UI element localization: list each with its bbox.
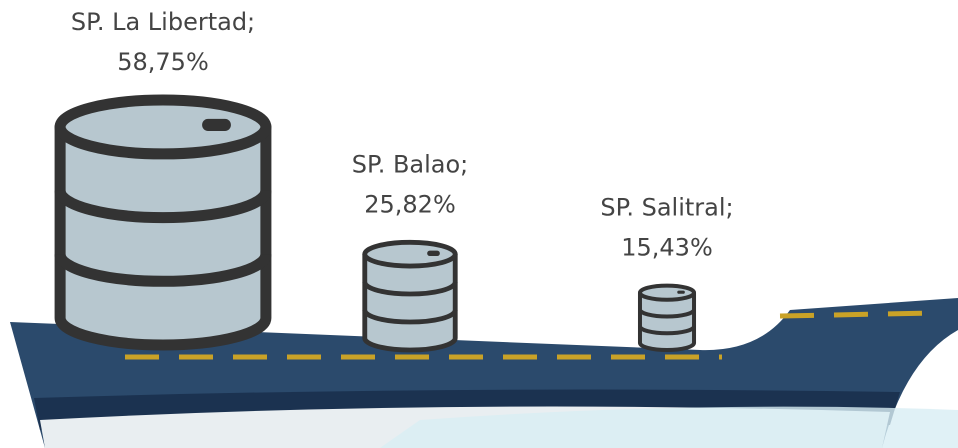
- barrel-hoop: [54, 253, 272, 287]
- value-label: 15,43%: [621, 234, 713, 262]
- barrel-bung: [427, 250, 440, 256]
- water: [380, 406, 958, 448]
- barrel-hoop: [362, 309, 458, 325]
- value-label: 58,75%: [117, 48, 209, 76]
- barrel-body: [362, 251, 458, 353]
- value-label: 25,82%: [364, 190, 456, 218]
- category-label: SP. Balao;: [352, 150, 469, 178]
- barrel: [362, 239, 458, 353]
- barrel-hoop: [637, 308, 697, 319]
- barrel-top: [362, 239, 458, 269]
- barrel: [637, 283, 697, 352]
- barrel-bung: [202, 118, 231, 132]
- barrel-top: [54, 94, 272, 160]
- category-label: SP. La Libertad;: [71, 8, 255, 36]
- category-label: SP. Salitral;: [600, 194, 733, 222]
- barrel-hoop: [54, 189, 272, 224]
- barrel-body: [54, 121, 272, 351]
- barrel-hoop: [362, 281, 458, 297]
- barrel-hoop: [637, 325, 697, 336]
- barrel-body: [637, 290, 697, 352]
- barrel-bung: [677, 290, 685, 294]
- barrel: [54, 94, 272, 351]
- barrel-top: [637, 283, 697, 302]
- bow-dash: [779, 310, 936, 319]
